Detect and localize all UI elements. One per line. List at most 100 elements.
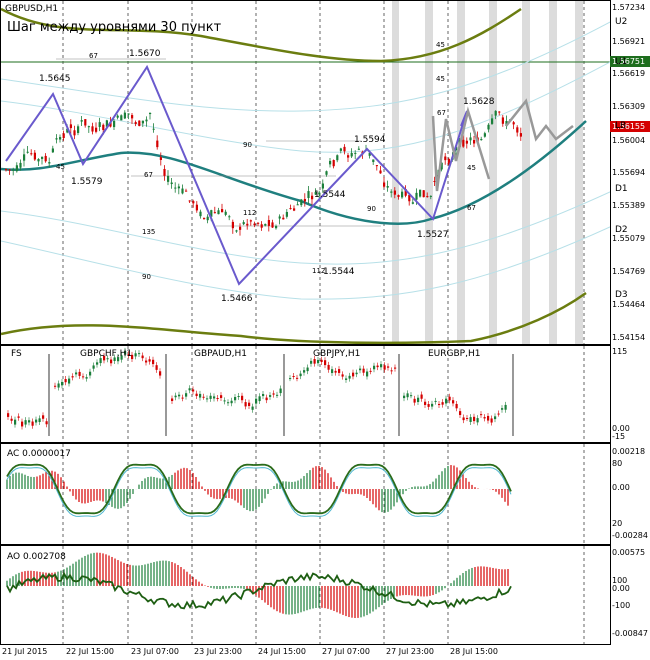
level-mark-label: 67 xyxy=(144,171,153,179)
candle-body xyxy=(239,226,242,230)
fx-panel[interactable]: FS GBPCHF,H1 GBPAUD,H1 GBPJPY,H1 EURGBP,… xyxy=(0,345,611,443)
level-mark-label: 90 xyxy=(142,273,151,281)
candle-body xyxy=(282,217,285,220)
candle-body xyxy=(185,190,188,192)
candle-body xyxy=(210,210,213,217)
candle-body xyxy=(293,208,296,211)
candle-body xyxy=(383,182,386,187)
price-tick: 1.55389 xyxy=(612,201,646,210)
candle-body xyxy=(152,128,155,130)
candle-body xyxy=(62,133,65,139)
candle-body xyxy=(325,171,328,175)
ao-panel[interactable]: AO 0.002708 xyxy=(0,545,611,645)
candle-body xyxy=(444,156,447,161)
upper-band-curve xyxy=(1,7,522,63)
envelope-band xyxy=(1,191,610,265)
level-mark-label: 90 xyxy=(367,205,376,213)
candle-body xyxy=(195,204,198,211)
main-chart-pane[interactable]: 1.5645 1.5670 1.5579 1.5466 1.5544 1.5594 1.55… xyxy=(0,0,611,345)
candle-body xyxy=(426,196,429,198)
fx-scale-bottom: -15 xyxy=(612,432,626,441)
candle-body xyxy=(145,119,148,122)
price-tick: 1.55079 xyxy=(612,234,646,243)
time-zone-band xyxy=(575,1,583,344)
price-tick: 1.56921 xyxy=(612,37,646,46)
candle-body xyxy=(95,127,98,132)
candle-body xyxy=(181,188,184,194)
candle-body xyxy=(80,120,83,122)
candle-body xyxy=(465,140,468,144)
fx-pair-label: EURGBP,H1 xyxy=(428,349,481,359)
candle-body xyxy=(188,200,191,202)
candle-body xyxy=(59,137,62,140)
price-tick: 1.54464 xyxy=(612,300,646,309)
fx-title: FS xyxy=(11,349,22,359)
level-price-box: 1.56751 xyxy=(610,56,650,67)
candle-body xyxy=(368,152,371,156)
candle-body xyxy=(303,198,306,202)
candle-body xyxy=(336,155,339,161)
candle-body xyxy=(159,157,162,161)
candle-body xyxy=(235,230,238,232)
level-mark-label: 67 xyxy=(467,204,476,212)
candle-body xyxy=(473,140,476,144)
candle-body xyxy=(404,189,407,196)
ac-panel[interactable]: AC 0.0000017 xyxy=(0,443,611,545)
fx-chart xyxy=(7,346,585,442)
candle-body xyxy=(5,169,8,171)
candle-body xyxy=(491,118,494,124)
level-mark-label: 112 xyxy=(312,267,325,275)
candle-body xyxy=(447,158,450,165)
time-tick: 21 Jul 2015 xyxy=(2,647,48,656)
pivot-label: 1.5594 xyxy=(354,135,386,145)
fx-scale-top: 115 xyxy=(612,347,628,356)
level-mark-label: 135 xyxy=(142,228,155,236)
candle-body xyxy=(77,126,80,133)
forecast-path xyxy=(431,106,491,192)
time-tick: 27 Jul 07:00 xyxy=(322,647,370,656)
candle-body xyxy=(332,160,335,167)
candle-body xyxy=(55,138,58,140)
candle-body xyxy=(33,152,36,160)
time-zone-band xyxy=(522,1,530,344)
time-tick: 28 Jul 15:00 xyxy=(450,647,498,656)
candle-body xyxy=(264,223,267,226)
candle-body xyxy=(433,180,436,182)
candle-body xyxy=(19,162,22,168)
candle-body xyxy=(109,121,112,127)
candle-body xyxy=(397,195,400,197)
candle-body xyxy=(285,211,288,217)
ao-line xyxy=(6,571,512,610)
candle-body xyxy=(329,160,332,165)
ao-scale-tick: 100 xyxy=(612,576,628,585)
time-tick: 23 Jul 23:00 xyxy=(194,647,242,656)
candle-body xyxy=(48,162,51,164)
candle-body xyxy=(163,168,166,176)
pivot-label: 1.5466 xyxy=(221,294,253,304)
ao-scale-tick: 0.00 xyxy=(612,584,630,593)
candle-body xyxy=(149,112,152,115)
candle-body xyxy=(260,224,263,228)
candle-body xyxy=(249,220,252,222)
candle-body xyxy=(228,216,231,218)
level-mark-label: 45 xyxy=(436,41,445,49)
time-tick: 24 Jul 15:00 xyxy=(258,647,306,656)
candle-body xyxy=(221,209,224,213)
candle-body xyxy=(170,182,173,185)
candle-body xyxy=(419,189,422,197)
candle-body xyxy=(347,155,350,158)
candle-body xyxy=(267,219,270,226)
price-tick: 1.57234 xyxy=(612,3,646,12)
candle-body xyxy=(156,140,159,148)
time-zone-band xyxy=(549,1,557,344)
candle-body xyxy=(487,124,490,130)
ac-title: AC 0.0000017 xyxy=(7,449,71,459)
candle-body xyxy=(501,117,504,124)
candle-body xyxy=(26,151,29,153)
candle-body xyxy=(354,152,357,154)
candle-body xyxy=(203,217,206,219)
candle-body xyxy=(8,169,11,171)
candle-body xyxy=(321,183,324,189)
candle-body xyxy=(41,156,44,159)
candle-body xyxy=(73,130,76,136)
